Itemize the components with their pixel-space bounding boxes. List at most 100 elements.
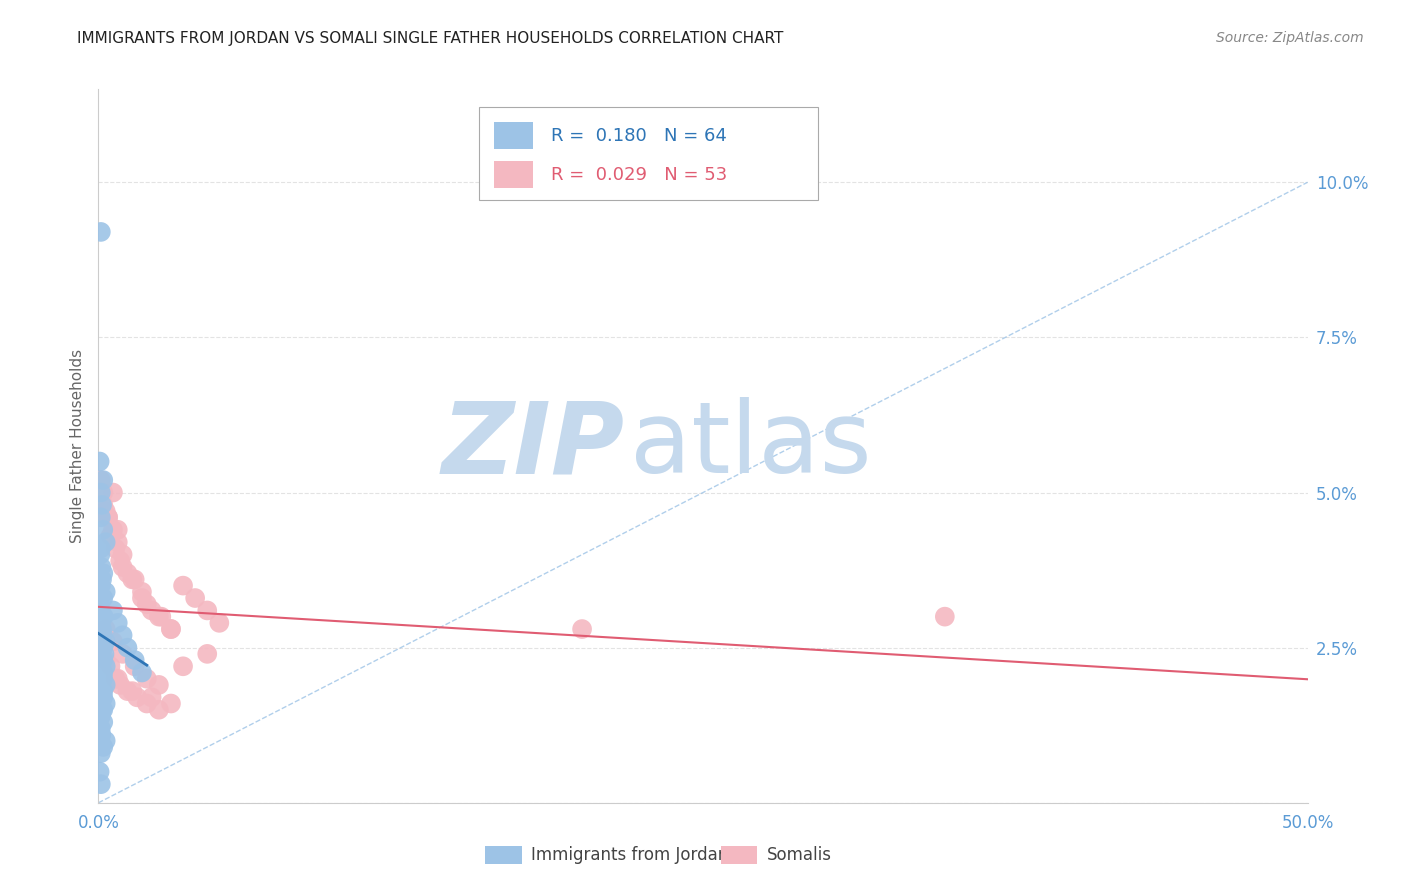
Point (150, 609, 173, 624)
Point (90, 225, 112, 239)
Point (141, 690, 163, 705)
Point (104, 541, 127, 556)
Point (94, 504, 117, 518)
FancyBboxPatch shape (479, 107, 818, 200)
Point (91, 739, 114, 754)
Point (117, 566, 139, 581)
Point (91, 672, 114, 686)
Point (90, 560, 112, 574)
Point (108, 678, 131, 692)
Point (90, 746, 112, 760)
Point (91, 566, 114, 581)
Point (101, 523, 124, 537)
Y-axis label: Single Father Households: Single Father Households (70, 349, 86, 543)
Point (101, 603, 124, 617)
Point (160, 697, 183, 711)
Point (91, 498, 114, 512)
Point (94, 659, 117, 673)
Point (97, 510, 120, 524)
Point (90, 473, 112, 487)
Point (90, 541, 112, 556)
Point (89, 764, 111, 779)
Point (90, 665, 112, 680)
Point (111, 628, 134, 642)
Point (91, 523, 114, 537)
Point (90, 697, 112, 711)
Point (101, 485, 124, 500)
Point (172, 579, 194, 593)
Point (135, 672, 157, 686)
Point (91, 703, 114, 717)
Point (90, 684, 112, 698)
Text: Source: ZipAtlas.com: Source: ZipAtlas.com (1216, 31, 1364, 45)
Point (91, 672, 114, 686)
Point (89, 597, 111, 611)
Point (90, 709, 112, 723)
Point (934, 609, 956, 624)
Text: R =  0.029   N = 53: R = 0.029 N = 53 (551, 166, 727, 184)
Text: R =  0.180   N = 64: R = 0.180 N = 64 (551, 127, 727, 145)
Point (117, 640, 139, 655)
Point (160, 622, 183, 636)
Point (111, 647, 134, 661)
Point (111, 548, 134, 562)
Text: Immigrants from Jordan: Immigrants from Jordan (531, 846, 728, 863)
Point (89, 622, 111, 636)
Point (90, 640, 112, 655)
Point (100, 659, 122, 673)
Point (89, 690, 111, 705)
Point (107, 672, 129, 686)
Point (91, 473, 114, 487)
Point (101, 634, 124, 648)
Point (135, 697, 157, 711)
Point (91, 485, 114, 500)
Point (148, 609, 170, 624)
Point (91, 715, 114, 730)
Point (90, 615, 112, 630)
FancyBboxPatch shape (494, 161, 533, 188)
Text: ZIP: ZIP (441, 398, 624, 494)
Point (91, 622, 114, 636)
Point (90, 722, 112, 736)
Point (107, 535, 129, 549)
Point (89, 709, 111, 723)
Point (184, 591, 207, 605)
Point (90, 485, 112, 500)
Point (91, 640, 114, 655)
Point (97, 510, 120, 524)
Point (90, 603, 112, 617)
Text: Somalis: Somalis (768, 846, 832, 863)
Point (94, 697, 117, 711)
Point (571, 622, 593, 636)
Point (208, 615, 231, 630)
Point (108, 554, 131, 568)
Point (91, 665, 114, 680)
Point (93, 647, 115, 661)
Point (89, 659, 111, 673)
Point (94, 733, 117, 747)
Point (124, 573, 146, 587)
Point (91, 609, 114, 624)
Point (91, 628, 114, 642)
Point (89, 454, 111, 468)
Point (121, 684, 143, 698)
Point (90, 678, 112, 692)
Point (91, 653, 114, 667)
Point (94, 678, 117, 692)
Point (104, 672, 127, 686)
Text: IMMIGRANTS FROM JORDAN VS SOMALI SINGLE FATHER HOUSEHOLDS CORRELATION CHART: IMMIGRANTS FROM JORDAN VS SOMALI SINGLE … (77, 31, 783, 46)
Point (124, 653, 146, 667)
Point (91, 703, 114, 717)
Point (91, 573, 114, 587)
Point (195, 647, 218, 661)
Point (148, 678, 170, 692)
Point (124, 659, 146, 673)
Point (94, 653, 117, 667)
FancyBboxPatch shape (721, 846, 758, 864)
Point (91, 690, 114, 705)
Point (94, 634, 117, 648)
Point (90, 628, 112, 642)
Point (91, 498, 114, 512)
Point (91, 591, 114, 605)
Point (117, 684, 139, 698)
